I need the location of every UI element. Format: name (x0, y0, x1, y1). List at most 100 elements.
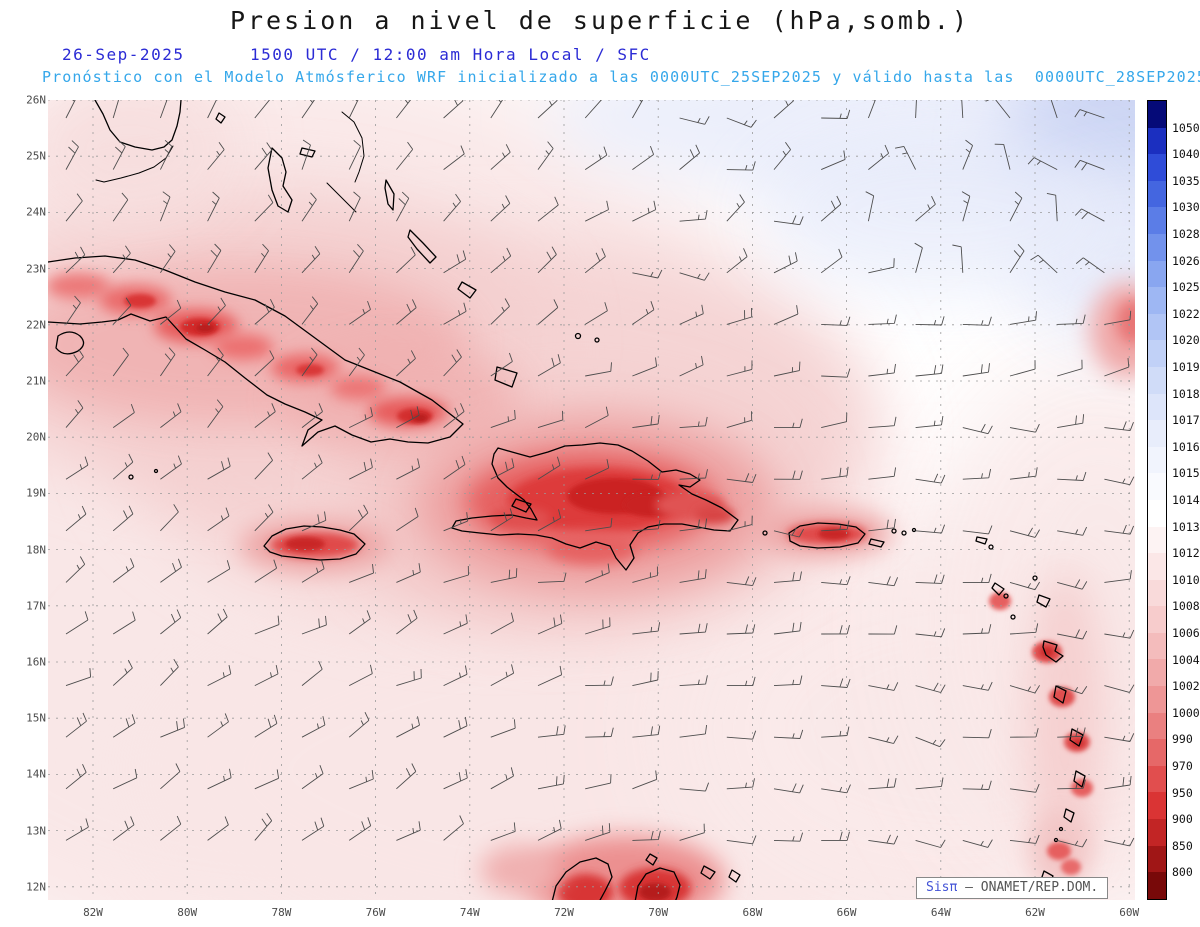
wind-barb (65, 712, 87, 738)
coastline-new-providence (299, 147, 316, 158)
wind-barb (915, 316, 945, 326)
wind-barb (160, 658, 179, 686)
colorbar-segment (1148, 632, 1166, 660)
wind-barb (490, 247, 512, 274)
wind-barb (821, 109, 851, 119)
wind-barb (207, 713, 229, 738)
wind-barb (254, 714, 278, 738)
wind-barb (726, 624, 756, 635)
coastline-andros (267, 147, 293, 213)
wind-barb (773, 418, 803, 429)
wind-barb (632, 725, 661, 738)
wind-barb (443, 193, 461, 222)
wind-barb (396, 563, 421, 583)
wind-barb (490, 195, 511, 222)
wind-barb (961, 100, 964, 119)
wind-barb (254, 100, 270, 119)
wind-barb (348, 139, 361, 170)
wind-barb (962, 468, 992, 480)
coastline-mona (762, 530, 768, 536)
wind-barb (962, 728, 992, 739)
wind-barb (112, 140, 126, 170)
wind-barb (1104, 733, 1135, 742)
wind-barb (207, 608, 228, 635)
wind-barb (443, 100, 464, 119)
wind-barb (726, 161, 756, 171)
wind-barb (537, 614, 563, 635)
colorbar-segment (1148, 260, 1166, 288)
wind-barb (207, 665, 232, 687)
wind-barb (160, 455, 182, 480)
wind-barb (349, 564, 374, 583)
coastline-eleuthera (341, 111, 365, 183)
wind-barb (679, 518, 708, 532)
wind-barb (490, 612, 514, 635)
wind-barb (254, 350, 275, 377)
wind-barb (868, 682, 899, 691)
wind-barb (301, 765, 324, 790)
wind-barb (301, 560, 325, 583)
colorbar-segment (1148, 446, 1166, 474)
wind-barb (821, 466, 849, 480)
wind-barb (160, 609, 182, 635)
wind-barb (301, 100, 315, 119)
wind-barb (65, 556, 86, 583)
wind-barb (821, 150, 846, 171)
colorbar-segment (1148, 420, 1166, 447)
wind-barb (895, 145, 917, 170)
wind-barb (821, 678, 851, 688)
wind-barb (160, 403, 182, 428)
lon-tick-label: 78W (271, 906, 292, 919)
wind-barb (1027, 157, 1058, 170)
lat-tick-label: 25N (26, 149, 46, 163)
wind-barb (584, 406, 609, 428)
coastline-nevis (1003, 593, 1009, 599)
coastline-virgin-islands-3 (911, 527, 917, 533)
wind-barb (443, 250, 467, 274)
wind-barb (1104, 684, 1135, 693)
wind-barb (112, 453, 134, 480)
wind-barb (537, 196, 559, 222)
lat-tick-label: 24N (26, 205, 46, 219)
coastline-isla-juventud (55, 331, 85, 355)
wind-barb (348, 347, 365, 377)
coastline-florida (94, 100, 182, 151)
lat-tick-label: 15N (26, 711, 46, 725)
wind-barb (821, 368, 851, 378)
wind-barb (207, 243, 222, 274)
wind-barb (585, 727, 614, 738)
wind-barb (632, 519, 661, 532)
wind-barb (207, 297, 226, 325)
wind-barb (112, 611, 136, 635)
coastline-cat-island (384, 179, 395, 211)
wind-barb (112, 558, 135, 583)
colorbar-tick-label: 1006 (1172, 626, 1200, 640)
wind-barb (443, 512, 469, 532)
wind-barb (1009, 243, 1025, 274)
wind-barb (301, 139, 311, 170)
wind-barb (1057, 314, 1086, 325)
wind-barb (396, 100, 412, 119)
wind-barb (160, 347, 176, 377)
wind-barb (632, 671, 659, 687)
wind-barb (537, 299, 559, 325)
colorbar-tick-label: 1004 (1172, 652, 1200, 667)
colorbar-segment (1148, 765, 1166, 793)
colorbar-segment (1148, 393, 1166, 421)
wind-barb (207, 560, 231, 583)
wind-barb (443, 716, 468, 738)
wind-barb (821, 784, 851, 794)
wind-barb (112, 347, 129, 377)
wind-barb (679, 144, 701, 170)
lat-tick-label: 16N (26, 655, 46, 669)
wind-barb (1009, 728, 1039, 738)
wind-barb (773, 527, 804, 538)
wind-barb (65, 100, 76, 119)
wind-barb (301, 454, 323, 480)
wind-barb (349, 407, 373, 429)
wind-barb (65, 295, 81, 325)
credit-box: Sisπ — ONAMET/REP.DOM. (916, 877, 1109, 899)
wind-barb (962, 423, 993, 435)
colorbar-segment (1148, 872, 1166, 899)
wind-barb (865, 191, 875, 222)
